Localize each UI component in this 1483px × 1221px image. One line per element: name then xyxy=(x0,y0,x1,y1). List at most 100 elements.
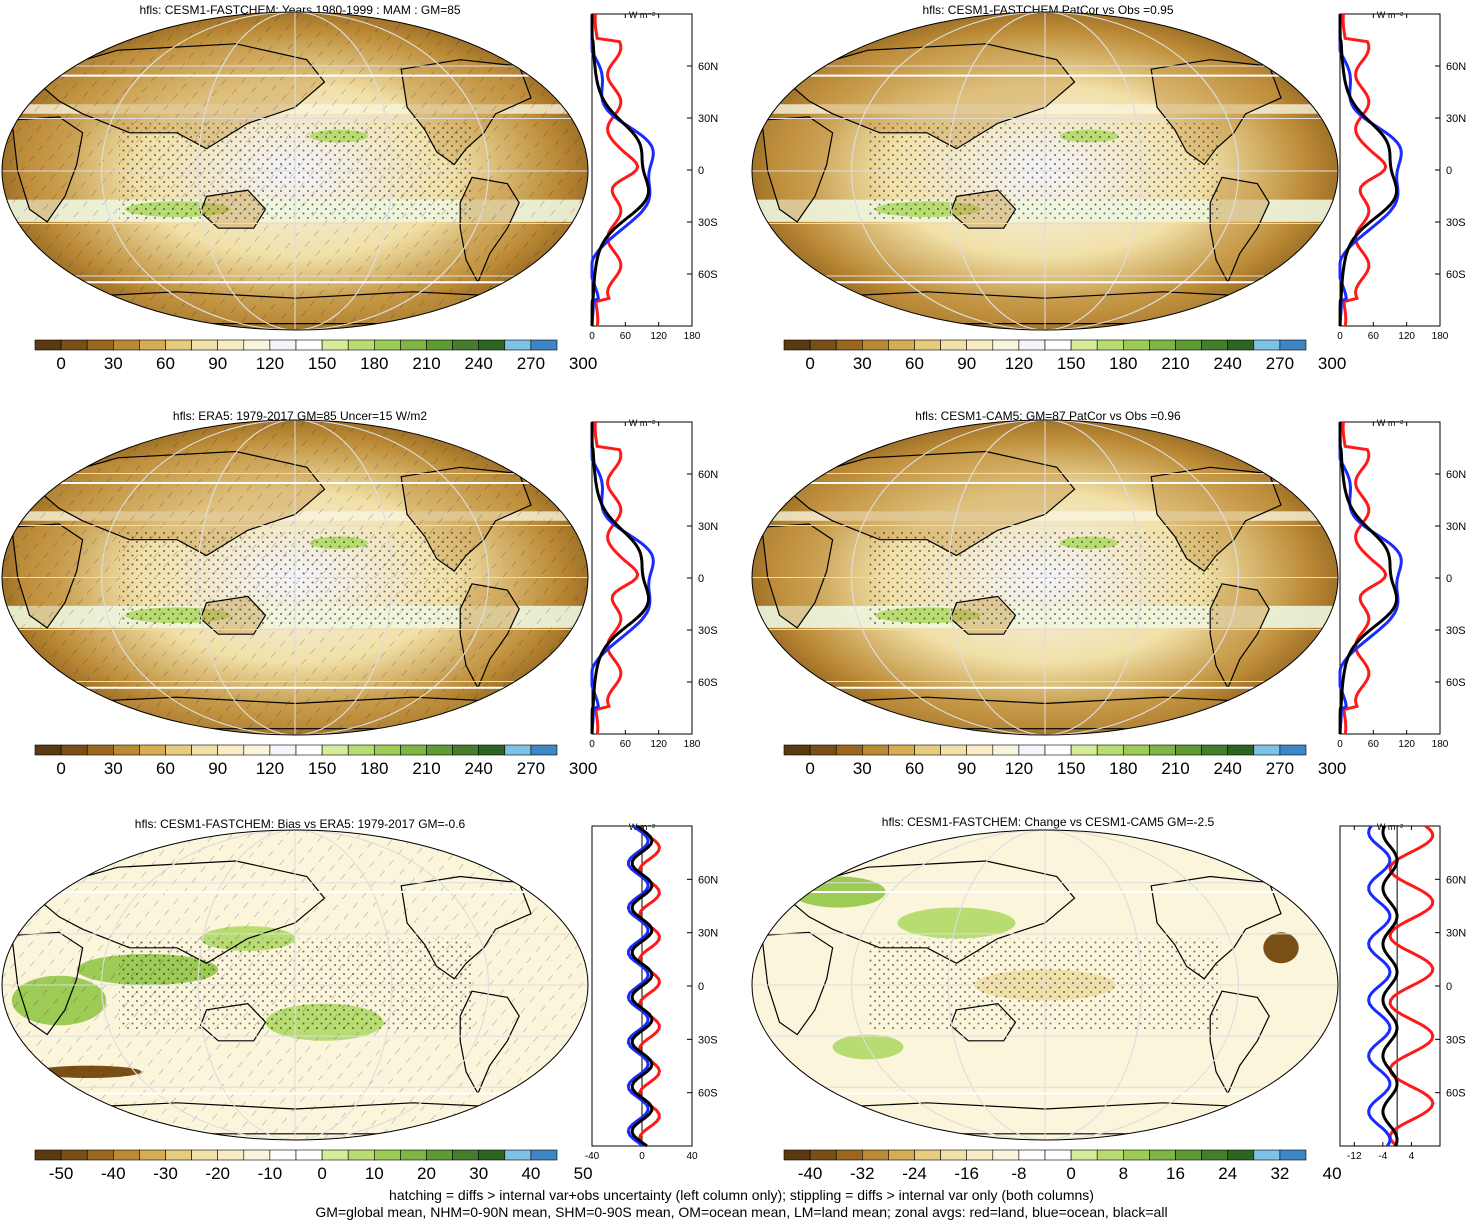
colorbar-swatch xyxy=(940,1149,967,1161)
map-panel xyxy=(751,11,1339,331)
colorbar-tick-label: 60 xyxy=(156,354,175,373)
longitude-gridline xyxy=(101,420,489,735)
colorbar-swatch xyxy=(504,339,532,351)
colorbar-swatch xyxy=(191,339,219,351)
longitude-gridline xyxy=(197,12,393,330)
colorbar-tick-label: 0 xyxy=(1066,1164,1075,1183)
zonal-x-tick-label: 120 xyxy=(650,331,667,342)
colorbar-tick-label: 30 xyxy=(853,759,872,778)
colorbar-swatch xyxy=(1018,1149,1046,1161)
zonal-lat-label: 60N xyxy=(698,469,718,481)
colorbar-swatch xyxy=(1070,1149,1098,1161)
colorbar-tick-label: 270 xyxy=(1266,354,1294,373)
colorbar-swatch xyxy=(1123,1149,1150,1161)
colorbar-swatch xyxy=(426,339,453,351)
footer-note-legend: GM=global mean, NHM=0-90N mean, SHM=0-90… xyxy=(315,1204,1168,1220)
colorbar-swatch xyxy=(86,339,114,351)
colorbar-swatch xyxy=(1096,339,1124,351)
colorbar-swatch xyxy=(992,1149,1020,1161)
colorbar-tick-label: 300 xyxy=(569,759,597,778)
colorbar-swatch xyxy=(243,1149,271,1161)
zonal-curve-land xyxy=(1388,824,1435,1148)
colorbar-swatch xyxy=(1123,744,1150,756)
colorbar-tick-label: 50 xyxy=(574,1164,593,1183)
zonal-x-tick-label: 180 xyxy=(1432,739,1449,750)
anomaly-patch xyxy=(1263,932,1299,964)
colorbar-swatch xyxy=(139,1149,166,1161)
zonal-x-tick-label: 120 xyxy=(650,739,667,750)
colorbar-swatch xyxy=(321,339,349,351)
colorbar-tick-label: 210 xyxy=(412,759,440,778)
colorbar-swatch xyxy=(217,339,245,351)
colorbar-tick-label: 120 xyxy=(1005,759,1033,778)
longitude-gridline xyxy=(197,420,393,735)
colorbar-swatch xyxy=(165,339,192,351)
colorbar-swatch xyxy=(34,744,62,756)
colorbar-swatch xyxy=(940,744,967,756)
colorbar-tick-label: 40 xyxy=(521,1164,540,1183)
longitude-gridline xyxy=(947,12,1143,330)
zonal-lat-label: 60S xyxy=(698,269,718,281)
zonal-x-tick-label: -4 xyxy=(1378,1151,1387,1162)
colorbar-swatch xyxy=(400,1149,427,1161)
zonal-lat-label: 0 xyxy=(698,165,704,177)
colorbar-tick-label: 30 xyxy=(104,354,123,373)
colorbar-swatch xyxy=(347,744,375,756)
zonal-curve-all xyxy=(590,14,651,326)
colorbar-swatch xyxy=(269,744,297,756)
zonal-lat-label: 30S xyxy=(1446,625,1466,637)
colorbar-swatch xyxy=(478,1149,506,1161)
colorbar-swatch xyxy=(1201,1149,1228,1161)
longitude-gridline xyxy=(851,830,1239,1140)
zonal-units-label: W m⁻² xyxy=(629,10,655,20)
zonal-lat-label: 0 xyxy=(1446,165,1452,177)
colorbar-swatch xyxy=(888,1149,915,1161)
colorbar-tick-label: 210 xyxy=(412,354,440,373)
colorbar-swatch xyxy=(1279,1149,1307,1161)
colorbar-tick-label: -16 xyxy=(954,1164,979,1183)
map-title: hfls: CESM1-CAM5: GM=87 PatCor vs Obs =0… xyxy=(915,409,1181,423)
zonal-curve-all xyxy=(1338,14,1399,326)
colorbar-tick-label: 90 xyxy=(957,354,976,373)
longitude-gridline xyxy=(851,12,1239,330)
zonal-units-label: W m⁻² xyxy=(1377,418,1403,428)
zonal-curve-ocean xyxy=(1367,825,1392,1147)
zonal-x-tick-label: 0 xyxy=(589,331,595,342)
colorbar-swatch xyxy=(1070,339,1098,351)
colorbar-swatch xyxy=(373,744,401,756)
colorbar-swatch xyxy=(966,339,994,351)
coastline xyxy=(761,523,834,629)
colorbar-swatch xyxy=(165,1149,192,1161)
zonal-curve-all xyxy=(1381,825,1399,1147)
colorbar-tick-label: 240 xyxy=(1214,354,1242,373)
colorbar-swatch xyxy=(165,744,192,756)
colorbar-swatch xyxy=(1044,1149,1072,1161)
zonal-curve-all xyxy=(590,422,651,734)
zonal-lat-label: 30S xyxy=(1446,217,1466,229)
colorbar-swatch xyxy=(373,1149,401,1161)
colorbar-tick-label: -24 xyxy=(902,1164,927,1183)
colorbar-swatch xyxy=(809,1149,837,1161)
map-border xyxy=(751,419,1339,736)
colorbar-tick-label: -20 xyxy=(205,1164,230,1183)
colorbar-swatch xyxy=(60,339,88,351)
zonal-lat-label: 60N xyxy=(1446,61,1466,73)
map-panel xyxy=(1,11,589,331)
zonal-average-plot: W m⁻² 0 60 120 180 60N 30N 0 30S 60S xyxy=(589,418,718,750)
zonal-units-label: W m⁻² xyxy=(1377,822,1403,832)
colorbar-tick-label: 90 xyxy=(957,759,976,778)
colorbar-tick-label: 180 xyxy=(360,759,388,778)
colorbar-swatch xyxy=(1149,744,1176,756)
colorbar-swatch xyxy=(1279,744,1307,756)
colorbar-tick-label: 210 xyxy=(1161,759,1189,778)
colorbar-swatch xyxy=(1227,744,1255,756)
zonal-average-plot: W m⁻² 0 60 120 180 60N 30N 0 30S 60S xyxy=(589,10,718,342)
zonal-lat-label: 30N xyxy=(698,113,718,125)
colorbar-tick-label: 0 xyxy=(805,354,814,373)
zonal-lat-label: 30S xyxy=(698,217,718,229)
colorbar-tick-label: 10 xyxy=(365,1164,384,1183)
colorbar-swatch xyxy=(783,1149,811,1161)
zonal-x-tick-label: 60 xyxy=(1368,739,1380,750)
colorbar-swatch xyxy=(783,744,811,756)
colorbar-swatch xyxy=(191,1149,219,1161)
